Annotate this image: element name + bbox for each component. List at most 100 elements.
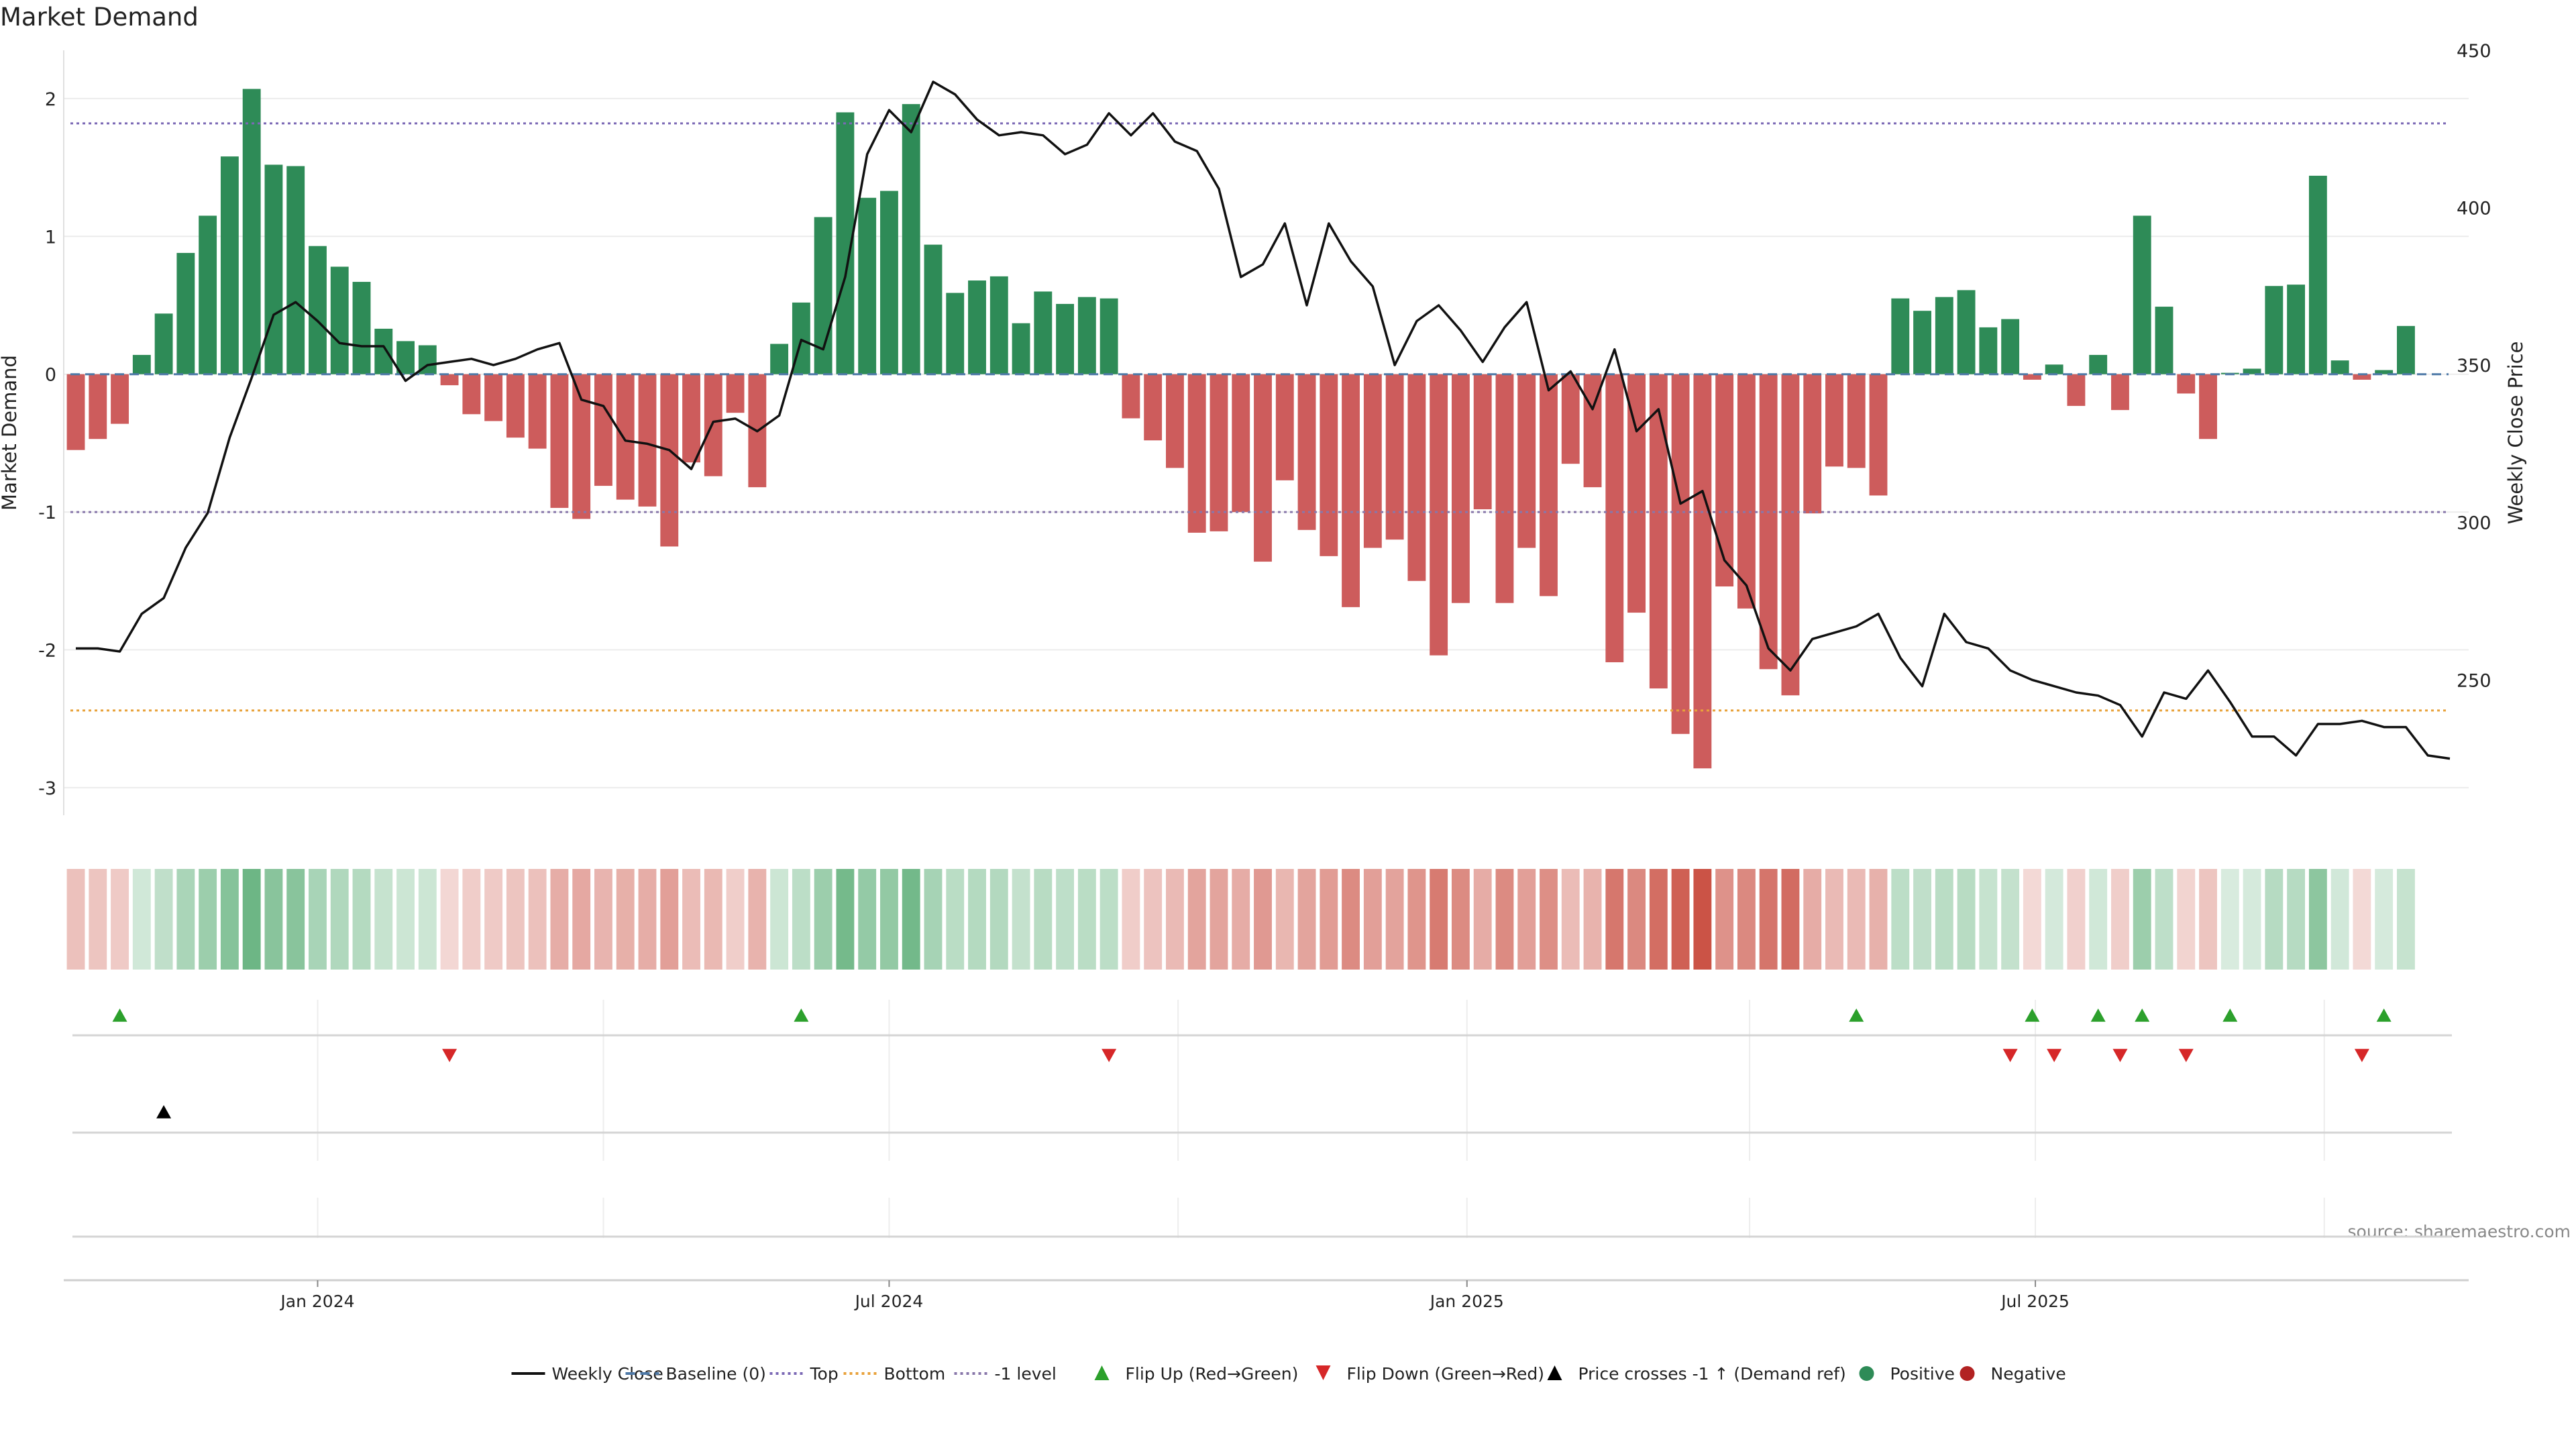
heat-cell — [946, 869, 965, 970]
heat-cell — [2089, 869, 2108, 970]
demand-bar — [1430, 374, 1448, 656]
heat-cell — [1891, 869, 1910, 970]
heat-cell — [1320, 869, 1338, 970]
demand-bar — [704, 374, 722, 476]
legend-item: Price crosses -1 ↑ (Demand ref) — [1547, 1364, 1846, 1384]
y-tick-label: 0 — [45, 365, 56, 386]
heat-cell — [1210, 869, 1228, 970]
demand-bar — [814, 217, 833, 374]
heat-cell — [1517, 869, 1536, 970]
legend-label: Flip Down (Green→Red) — [1347, 1364, 1545, 1384]
demand-bar — [2265, 286, 2284, 374]
heat-cell — [989, 869, 1008, 970]
demand-bar — [638, 374, 657, 507]
demand-bar — [1671, 374, 1690, 734]
heat-cell — [1737, 869, 1756, 970]
heat-cell — [1165, 869, 1184, 970]
y2-tick-label: 400 — [2457, 199, 2491, 219]
heat-cell — [638, 869, 657, 970]
demand-bar — [1342, 374, 1360, 607]
heat-cell — [2199, 869, 2217, 970]
heat-cell — [2375, 869, 2394, 970]
legend-item: Flip Up (Red→Green) — [1094, 1364, 1298, 1384]
heat-cell — [2177, 869, 2196, 970]
heat-cell — [704, 869, 722, 970]
heat-cell — [550, 869, 569, 970]
demand-bar — [1385, 374, 1404, 540]
demand-bar — [2177, 374, 2196, 394]
heat-cell — [1979, 869, 1998, 970]
demand-bar — [550, 374, 569, 508]
heat-cell — [132, 869, 151, 970]
heat-cell — [1583, 869, 1602, 970]
demand-bar — [1693, 374, 1712, 769]
flip-down-marker — [2047, 1049, 2062, 1062]
demand-bar — [880, 191, 898, 374]
heat-cell — [440, 869, 459, 970]
heat-cell — [1122, 869, 1140, 970]
demand-bar — [968, 280, 986, 374]
heat-cell — [2265, 869, 2284, 970]
flip-down-marker — [2002, 1049, 2018, 1062]
demand-bar — [2375, 370, 2394, 374]
demand-bar — [1759, 374, 1778, 670]
flip-down-marker — [442, 1049, 458, 1062]
demand-bar — [1077, 297, 1096, 374]
demand-bar — [1715, 374, 1734, 587]
grid-layer — [64, 97, 2469, 1238]
demand-bar — [1297, 374, 1316, 530]
demand-bar — [506, 374, 525, 438]
demand-bar — [1979, 327, 1998, 374]
demand-bar — [2045, 364, 2063, 374]
demand-bar — [1320, 374, 1338, 556]
legend-item: Flip Down (Green→Red) — [1316, 1364, 1545, 1384]
heat-cell — [506, 869, 525, 970]
heat-cell — [1847, 869, 1866, 970]
demand-bar — [154, 313, 173, 374]
heat-cell — [2067, 869, 2086, 970]
heat-cell — [1430, 869, 1448, 970]
demand-bar — [89, 374, 107, 439]
demand-bar — [132, 354, 151, 374]
demand-bar — [1605, 374, 1624, 662]
demand-bar — [484, 374, 503, 421]
heat-cell — [330, 869, 349, 970]
heat-cell — [154, 869, 173, 970]
legend-label: -1 level — [995, 1364, 1057, 1384]
heat-cell — [1913, 869, 1931, 970]
heat-cell — [1254, 869, 1272, 970]
heat-cell — [2243, 869, 2261, 970]
legend-item: Bottom — [843, 1364, 945, 1384]
heat-cell — [1034, 869, 1053, 970]
flip-up-marker — [794, 1008, 809, 1022]
x-tick-label: Jan 2024 — [279, 1292, 354, 1311]
heat-cell — [1407, 869, 1426, 970]
demand-bar — [2243, 368, 2261, 374]
flip-down-marker — [1102, 1049, 1117, 1062]
demand-bar — [1540, 374, 1558, 597]
weekly-close-line — [76, 81, 2451, 760]
demand-bar — [1957, 290, 1976, 374]
demand-bar — [946, 293, 965, 374]
demand-bar — [1891, 298, 1910, 374]
heat-cell — [660, 869, 679, 970]
legend-swatch — [1547, 1365, 1562, 1380]
demand-bar — [528, 374, 547, 449]
heat-cell — [528, 869, 547, 970]
heat-cell — [1473, 869, 1492, 970]
flip-down-marker — [2354, 1049, 2369, 1062]
heat-cell — [1715, 869, 1734, 970]
demand-bar — [1913, 311, 1931, 374]
demand-bar — [2287, 284, 2306, 374]
legend-swatch — [1960, 1366, 1975, 1381]
heat-cell — [2353, 869, 2371, 970]
heat-cell — [748, 869, 767, 970]
demand-bar — [572, 374, 591, 519]
demand-bar — [1254, 374, 1272, 562]
y-tick-label: 2 — [45, 89, 56, 110]
heat-cell — [1275, 869, 1294, 970]
heat-cell — [1187, 869, 1206, 970]
x-tick-label: Jan 2025 — [1429, 1292, 1504, 1311]
demand-bar — [176, 252, 195, 374]
